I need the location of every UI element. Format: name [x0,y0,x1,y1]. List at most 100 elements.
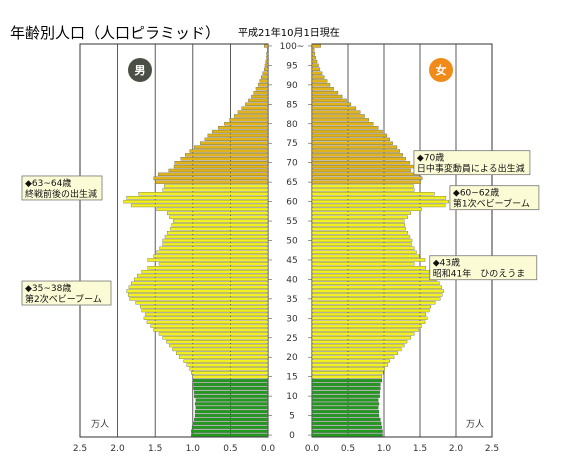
female-bar [311,55,316,60]
female-bar [311,242,412,247]
male-bar [237,110,269,114]
male-bar [139,304,269,309]
male-bar [162,242,269,247]
female-bar [311,316,428,320]
female-bar [311,87,334,91]
female-bar [311,145,398,149]
male-bar [179,355,269,359]
male-bar [167,211,269,215]
male-bar [194,417,269,422]
female-bar [311,203,446,208]
male-bar [194,394,269,398]
female-bar [311,304,431,309]
male-x-tick-label: 2.5 [73,444,87,454]
female-bar [311,410,380,414]
male-bar [130,203,269,208]
annotation-text: ◆60~62歳 [453,187,499,199]
male-x-tick-label: 2.0 [110,444,125,454]
female-bar [311,433,383,437]
female-bar [311,63,319,68]
male-bar [156,250,269,254]
female-bar [311,413,380,418]
male-bar [158,332,269,336]
male-bar [262,71,269,75]
male-bar [191,425,269,429]
female-x-tick-label: 0.0 [305,444,320,454]
female-bar [311,262,415,266]
male-bar [229,118,269,122]
female-bar [311,308,430,313]
female-bar [311,215,408,219]
age-tick-label: 5 [289,412,295,422]
male-bar [207,133,269,138]
male-bar [164,184,269,188]
age-tick-label: 25 [286,334,297,344]
female-bar [311,355,395,359]
annotation-text: 昭和41年 ひのえうま [433,268,525,280]
male-bar [164,234,269,239]
female-bar [311,129,383,134]
age-tick-label: 10 [286,392,298,402]
female-bar [311,176,423,180]
annotation-text: 第1次ベビーブーム [453,198,530,210]
annotation-text: 終戦前後の出生減 [25,188,97,200]
female-badge-label: 女 [436,63,447,77]
unit-labels: 万人 万人 [91,419,484,430]
female-bar [311,118,370,122]
male-bar [128,285,269,289]
female-bar [311,238,413,243]
female-bar [311,386,381,391]
male-bar [138,192,269,196]
male-bar [162,238,269,243]
male-bar [193,386,269,391]
male-bar [174,161,269,165]
annotation-box [449,185,540,211]
male-bar [264,63,269,68]
male-bar [185,153,269,157]
age-tick-label: 30 [286,314,298,324]
annotation-text: ◆63~64歳 [25,177,71,189]
male-bar [253,90,269,95]
annotation-text: ◆35~38歳 [25,282,71,294]
female-bar [311,347,402,352]
female-badge [429,58,453,82]
age-tick-label: 65 [286,178,297,188]
male-bar [266,52,269,56]
female-bar [311,254,420,258]
female-bar [311,188,415,192]
female-unit-label: 万人 [466,419,484,430]
male-bar [248,98,269,103]
male-bar [153,176,269,180]
female-bar [311,149,401,153]
female-bar [311,406,379,410]
female-bar [311,312,426,317]
female-bar [311,102,352,106]
female-bar [311,106,357,110]
male-bar [194,410,269,414]
male-bar [259,79,269,83]
male-x-tick-label: 0.5 [223,444,237,454]
male-bar [143,316,269,320]
female-x-tick-label: 1.5 [413,444,427,454]
male-bar [162,336,269,340]
female-bar [311,94,343,99]
female-bar [311,250,417,254]
female-bar [311,269,430,274]
female-bar [311,172,420,177]
female-x-tick-label: 2.5 [485,444,499,454]
male-bar [180,157,269,161]
age-tick-label: 85 [286,100,297,110]
male-bar [176,351,269,356]
male-bar [155,180,269,184]
female-bar [311,196,447,200]
female-bar [311,301,436,305]
female-bar [311,324,422,328]
age-tick-label: 75 [286,139,297,149]
male-bar [195,398,269,402]
chart-title: 年齢別人口（人口ピラミッド） [10,24,220,42]
female-bar [311,141,393,145]
female-bar [311,390,380,394]
chart-subtitle: 平成21年10月1日現在 [238,26,340,39]
female-x-tick-label: 0.5 [341,444,355,454]
gender-badges: 男女 [128,58,453,82]
